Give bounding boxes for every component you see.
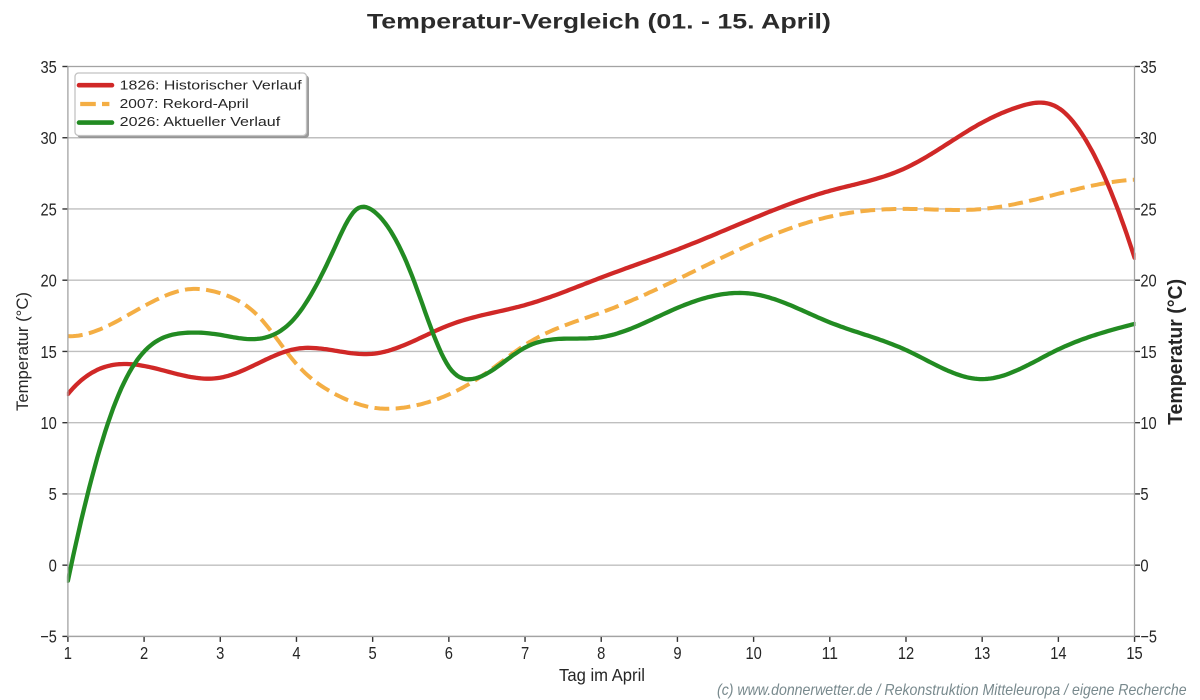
svg-text:25: 25 xyxy=(41,199,57,219)
svg-text:2: 2 xyxy=(140,643,148,663)
svg-text:6: 6 xyxy=(445,643,453,663)
svg-text:7: 7 xyxy=(521,643,529,663)
svg-text:15: 15 xyxy=(1140,342,1156,362)
svg-text:20: 20 xyxy=(1140,271,1157,291)
svg-text:35: 35 xyxy=(41,57,57,77)
svg-text:Temperatur-Vergleich (01. - 15: Temperatur-Vergleich (01. - 15. April) xyxy=(367,9,831,33)
svg-text:4: 4 xyxy=(292,643,300,663)
svg-text:Tag im April: Tag im April xyxy=(559,665,645,685)
svg-text:−5: −5 xyxy=(40,627,57,647)
svg-text:25: 25 xyxy=(1140,199,1156,219)
svg-text:10: 10 xyxy=(1140,413,1157,433)
svg-text:Temperatur (°C): Temperatur (°C) xyxy=(1165,279,1187,425)
svg-text:9: 9 xyxy=(673,643,681,663)
svg-text:3: 3 xyxy=(216,643,224,663)
svg-text:14: 14 xyxy=(1050,643,1067,663)
svg-text:5: 5 xyxy=(369,643,377,663)
svg-text:Temperatur (°C): Temperatur (°C) xyxy=(13,292,32,411)
svg-text:5: 5 xyxy=(1140,484,1148,504)
svg-text:13: 13 xyxy=(974,643,990,663)
svg-text:15: 15 xyxy=(1126,643,1142,663)
svg-text:8: 8 xyxy=(597,643,605,663)
svg-text:30: 30 xyxy=(1140,128,1157,148)
svg-text:1826: Historischer Verlauf: 1826: Historischer Verlauf xyxy=(120,78,302,93)
svg-text:30: 30 xyxy=(41,128,58,148)
svg-text:20: 20 xyxy=(41,271,58,291)
svg-text:15: 15 xyxy=(41,342,57,362)
svg-text:−5: −5 xyxy=(1140,627,1157,647)
svg-text:5: 5 xyxy=(49,484,57,504)
svg-text:2026: Aktueller Verlauf: 2026: Aktueller Verlauf xyxy=(120,114,281,129)
svg-text:35: 35 xyxy=(1140,57,1156,77)
svg-text:12: 12 xyxy=(898,643,914,663)
svg-text:(c) www.donnerwetter.de / Reko: (c) www.donnerwetter.de / Rekonstruktion… xyxy=(717,682,1187,699)
svg-text:0: 0 xyxy=(1140,555,1148,575)
svg-text:10: 10 xyxy=(745,643,762,663)
svg-text:10: 10 xyxy=(41,413,58,433)
svg-text:11: 11 xyxy=(822,643,838,663)
svg-text:0: 0 xyxy=(49,555,57,575)
svg-text:2007: Rekord-April: 2007: Rekord-April xyxy=(120,96,249,111)
svg-text:1: 1 xyxy=(64,643,72,663)
